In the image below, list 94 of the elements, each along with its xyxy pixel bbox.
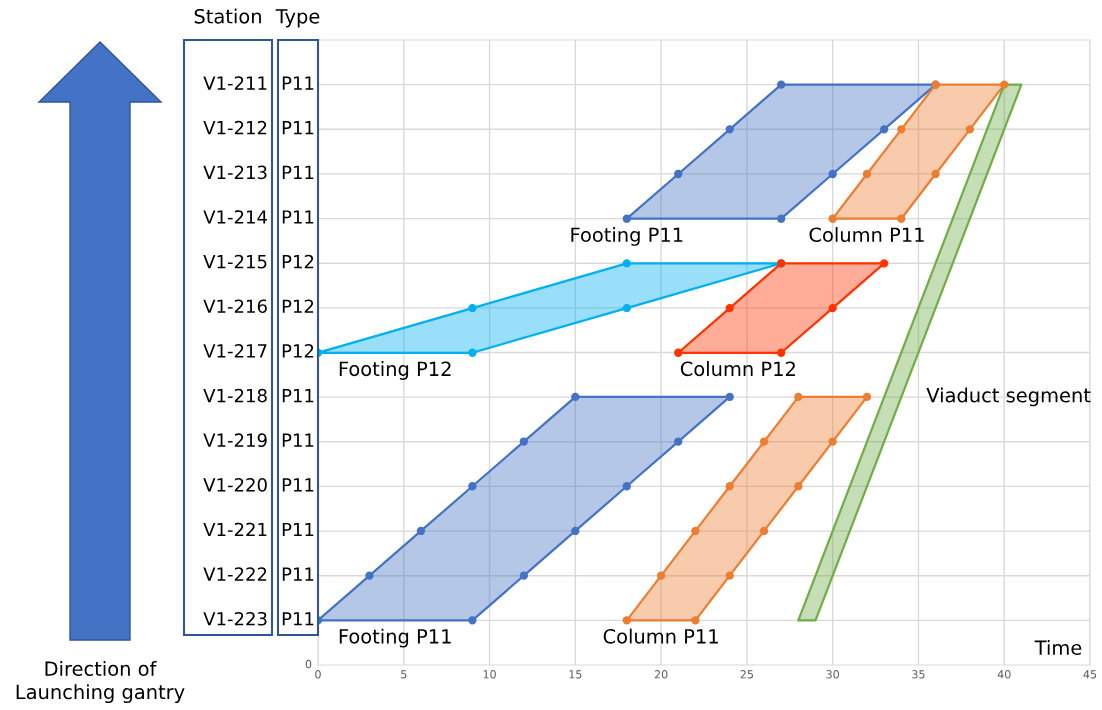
- text: Station: [194, 8, 261, 24]
- text: V1-218: [203, 388, 267, 403]
- text: P11: [282, 567, 314, 581]
- point: [674, 437, 683, 446]
- point: [691, 616, 700, 625]
- point: [794, 392, 803, 402]
- point: [691, 526, 700, 536]
- text: Direction of Launching gantry: [16, 660, 185, 704]
- x-tick-label: 40: [997, 670, 1011, 679]
- point: [759, 526, 769, 536]
- point: [777, 214, 786, 223]
- point: [416, 526, 426, 536]
- point: [622, 303, 631, 313]
- text: P12: [282, 299, 314, 313]
- point: [571, 526, 580, 536]
- point: [365, 571, 374, 580]
- point: [725, 125, 734, 134]
- point: [828, 303, 837, 313]
- text: P11: [282, 121, 314, 135]
- annotation: Column P12: [680, 361, 795, 377]
- point: [794, 482, 803, 491]
- point: [897, 125, 906, 134]
- point: [879, 125, 889, 134]
- point: [468, 303, 477, 313]
- x-tick-label: 5: [401, 670, 407, 679]
- text: P11: [282, 165, 314, 179]
- point: [828, 214, 837, 223]
- point: [759, 437, 769, 446]
- text: P11: [282, 76, 314, 90]
- x-tick-label: 10: [483, 670, 496, 679]
- text: V1-221: [203, 522, 267, 537]
- annotation: Footing P12: [339, 361, 451, 380]
- point: [725, 392, 734, 402]
- text: V1-212: [203, 120, 267, 135]
- point: [468, 482, 477, 491]
- point: [828, 437, 837, 446]
- point: [725, 571, 734, 580]
- point: [897, 214, 906, 223]
- text: P11: [282, 478, 314, 492]
- annotation: Viaduct segment: [926, 387, 1091, 407]
- point: [622, 259, 631, 268]
- x-tick-label: 0: [315, 670, 321, 679]
- point: [622, 616, 631, 625]
- annotation: Footing P11: [571, 227, 683, 246]
- point: [468, 348, 477, 357]
- point: [931, 169, 940, 179]
- x-tick-label: 25: [740, 670, 753, 679]
- point: [622, 482, 631, 491]
- text: P11: [282, 433, 314, 447]
- annotation: Column P11: [809, 227, 924, 243]
- text: V1-215: [203, 254, 267, 269]
- point: [777, 348, 786, 357]
- text: V1-217: [203, 344, 267, 358]
- point: [1000, 80, 1009, 89]
- point: [725, 482, 734, 491]
- point: [519, 437, 529, 446]
- point: [468, 616, 477, 625]
- text: V1-211: [203, 76, 267, 90]
- text: V1-213: [203, 165, 267, 180]
- point: [656, 571, 666, 580]
- text: V1-219: [203, 433, 267, 448]
- text: P12: [282, 254, 314, 269]
- point: [622, 214, 631, 223]
- text: P11: [282, 612, 314, 626]
- annotation: Column P11: [603, 628, 718, 644]
- point: [674, 348, 683, 357]
- text: V1-216: [203, 299, 267, 314]
- text: V1-220: [203, 478, 267, 492]
- text: P11: [282, 210, 314, 224]
- x-tick-label: 35: [912, 670, 925, 679]
- text: P11: [282, 388, 314, 403]
- text: P11: [282, 522, 314, 537]
- text: Type: [275, 9, 320, 28]
- text: 0: [305, 659, 312, 669]
- point: [862, 392, 872, 402]
- x-tick-label: 45: [1083, 670, 1097, 679]
- point: [571, 392, 580, 402]
- x-tick-label: 15: [569, 670, 582, 679]
- text: P12: [282, 344, 314, 358]
- x-axis-title: Time: [1034, 640, 1082, 656]
- point: [828, 169, 837, 179]
- point: [879, 259, 889, 268]
- text: V1-222: [203, 567, 267, 581]
- point: [777, 80, 786, 89]
- annotation: Footing P11: [339, 628, 451, 648]
- point: [519, 571, 529, 580]
- text: V1-214: [203, 210, 267, 224]
- point: [965, 125, 975, 134]
- point: [725, 303, 734, 313]
- point: [674, 169, 683, 179]
- x-tick-label: 20: [654, 670, 668, 679]
- text: V1-223: [203, 611, 267, 626]
- point: [862, 169, 872, 179]
- x-tick-label: 30: [826, 670, 839, 679]
